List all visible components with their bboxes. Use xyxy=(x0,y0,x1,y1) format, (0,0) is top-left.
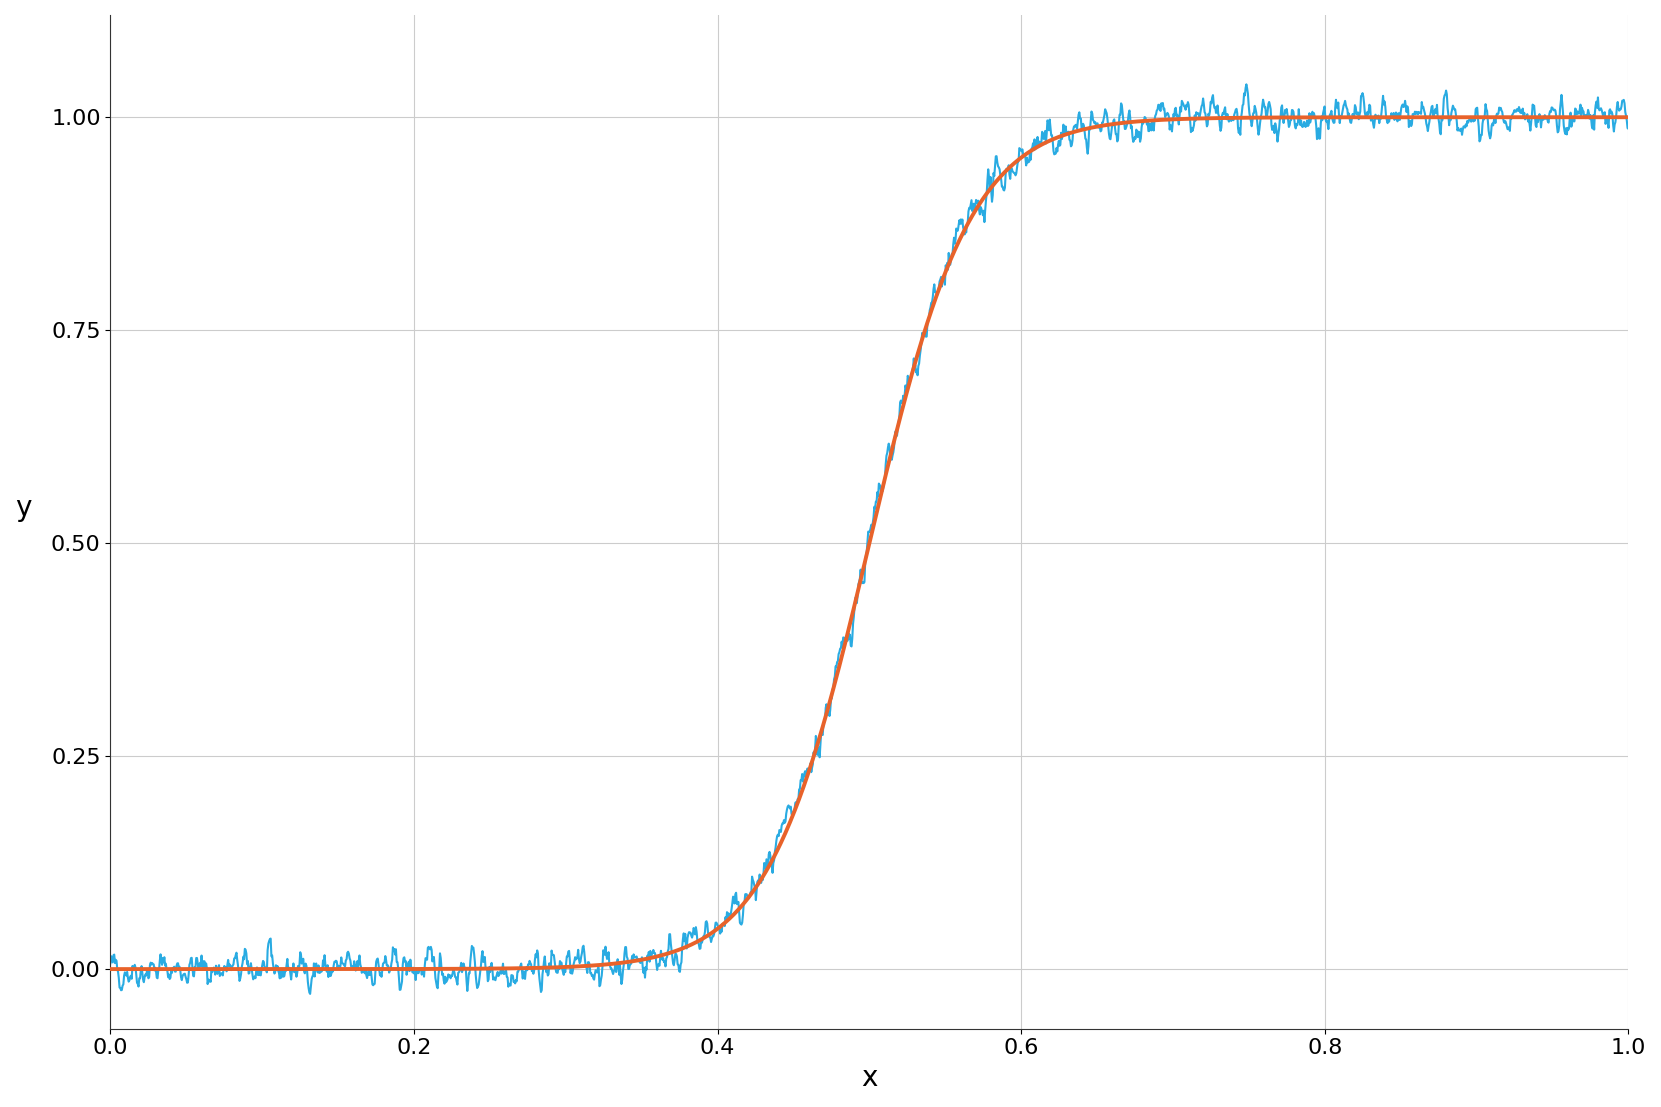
X-axis label: x: x xyxy=(860,1064,877,1092)
Y-axis label: y: y xyxy=(15,494,32,521)
